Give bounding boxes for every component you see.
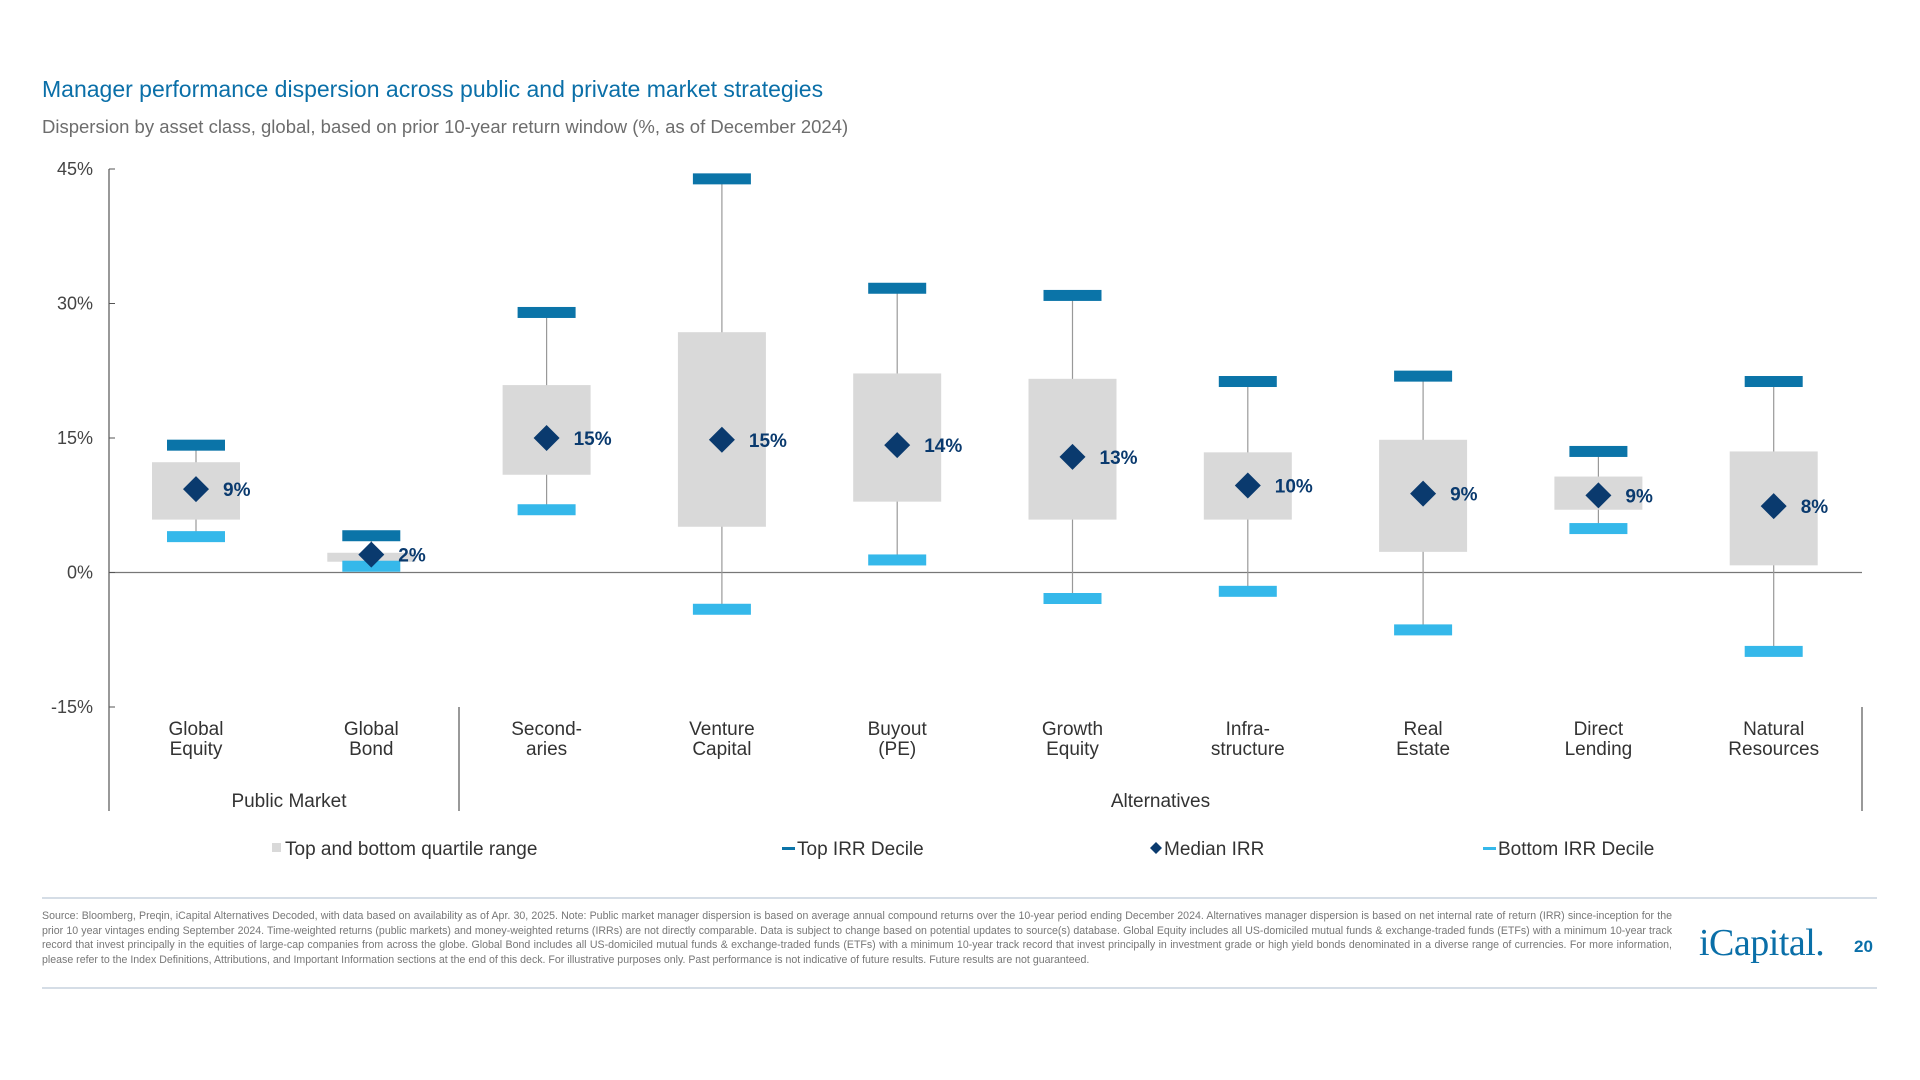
category-label: Buyout (868, 719, 928, 740)
median-diamond (1760, 493, 1787, 520)
median-label: 9% (1450, 485, 1478, 506)
median-diamond (884, 432, 911, 459)
bottom-decile-bar (1218, 585, 1277, 597)
y-tick-label: 30% (57, 294, 93, 314)
dispersion-chart: 45% 30% 15% 0% -15% Public Market Alternatives… (51, 159, 1863, 860)
page-number: 20 (1854, 937, 1873, 956)
bottom-decile-bar (517, 504, 576, 516)
median-diamond (1059, 443, 1086, 470)
category-label: structure (1211, 739, 1285, 760)
category-label: (PE) (878, 739, 916, 760)
median-diamond (183, 476, 209, 503)
bottom-decile-bar (1744, 645, 1803, 657)
top-decile-bar (1043, 289, 1102, 301)
top-decile-bar (1218, 376, 1277, 388)
median-label: 15% (574, 429, 612, 450)
legend-swatch-quartile (272, 843, 281, 852)
median-diamond (1234, 472, 1261, 499)
y-tick-label: 0% (67, 563, 93, 583)
legend-swatch-median (1150, 842, 1162, 854)
median-label: 15% (749, 431, 787, 452)
legend-label: Median IRR (1164, 839, 1264, 860)
top-decile-bar (167, 439, 225, 451)
legend-swatch-bottom-decile (1483, 847, 1496, 850)
legend-label: Top and bottom quartile range (285, 839, 537, 860)
category-label: Bond (349, 739, 393, 760)
category-label: Direct (1574, 719, 1624, 740)
top-decile-bar (1744, 376, 1803, 388)
legend-label: Bottom IRR Decile (1498, 839, 1654, 860)
chart-title: Manager performance dispersion across pu… (42, 76, 824, 102)
chart-subtitle: Dispersion by asset class, global, based… (42, 116, 849, 137)
group-label: Alternatives (1111, 791, 1210, 812)
top-decile-bar (692, 173, 751, 185)
bottom-decile-bar (1394, 624, 1453, 636)
category-label: Equity (1046, 739, 1099, 760)
bottom-decile-bar (167, 531, 225, 543)
top-decile-bar (868, 282, 927, 294)
legend-label: Top IRR Decile (797, 839, 924, 860)
median-diamond (1585, 482, 1612, 509)
category-label: Estate (1396, 739, 1450, 760)
legend-swatch-top-decile (782, 847, 795, 850)
median-diamond (358, 541, 385, 568)
top-decile-bar (517, 306, 576, 318)
category-label: Natural (1743, 719, 1804, 740)
median-diamond (708, 426, 735, 453)
median-label: 8% (1801, 497, 1829, 518)
category-label: Capital (692, 739, 751, 760)
group-label: Public Market (231, 791, 347, 812)
footer: Source: Bloomberg, Preqin, iCapital Alte… (42, 897, 1877, 989)
category-label: Infra- (1226, 719, 1270, 740)
median-label: 13% (1100, 448, 1138, 469)
bottom-decile-bar (692, 603, 751, 615)
icapital-logo: iCapital. (1699, 922, 1825, 964)
bottom-decile-bar (1043, 593, 1102, 605)
category-label: aries (526, 739, 567, 760)
footnote: Source: Bloomberg, Preqin, iCapital Alte… (42, 910, 1672, 966)
median-diamond (1410, 480, 1437, 507)
category-label: Second- (511, 719, 582, 740)
category-label: Growth (1042, 719, 1103, 740)
category-label: Equity (170, 739, 223, 760)
category-label: Resources (1728, 739, 1819, 760)
top-decile-bar (1569, 445, 1628, 457)
median-label: 9% (223, 480, 251, 501)
bottom-decile-bar (1569, 523, 1628, 535)
category-label: Lending (1565, 739, 1633, 760)
category-label: Real (1404, 719, 1443, 740)
median-label: 2% (398, 546, 426, 567)
median-diamond (533, 425, 560, 451)
median-label: 9% (1625, 486, 1653, 507)
top-decile-bar (1394, 370, 1453, 382)
bottom-decile-bar (868, 554, 927, 566)
category-label: Venture (689, 719, 755, 740)
y-tick-label: -15% (51, 697, 93, 717)
category-label: Global (169, 719, 224, 740)
y-tick-label: 15% (57, 428, 93, 448)
median-label: 10% (1275, 477, 1313, 498)
top-decile-bar (342, 530, 401, 542)
median-label: 14% (924, 436, 962, 457)
category-label: Global (344, 719, 399, 740)
y-tick-label: 45% (57, 159, 93, 179)
